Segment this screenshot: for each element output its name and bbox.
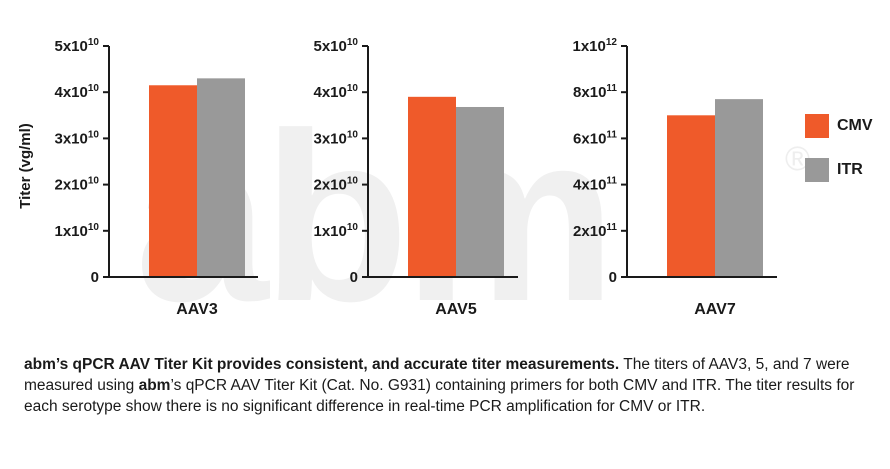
y-tick-label-aav3: 1x1010 [55,222,100,240]
y-tick-label-aav3: 4x1010 [55,83,100,101]
legend-swatch-itr [805,158,829,182]
x-category-label-aav5: AAV5 [435,301,477,318]
y-tick-label-aav7: 8x1011 [573,83,617,101]
y-tick-label-aav5: 5x1010 [314,37,359,55]
bar-aav3-cmv [149,85,197,278]
chart-legend: CMV ITR [805,112,890,200]
y-tick-label-aav7: 2x1011 [573,222,617,240]
x-category-label-aav7: AAV7 [694,301,736,318]
legend-label-itr: ITR [837,161,863,178]
y-tick-label-aav5: 3x1010 [314,129,359,147]
legend-item-itr: ITR [805,156,890,184]
y-axis-label: Titer (vg/ml) [17,123,34,209]
y-tick-label-aav7: 4x1011 [573,176,617,194]
bar-aav7-itr [715,99,763,277]
legend-swatch-cmv [805,114,829,138]
x-category-label-aav3: AAV3 [176,301,218,318]
y-tick-label-aav5: 4x1010 [314,83,359,101]
bar-aav5-itr [456,106,504,277]
bar-aav3-itr [197,78,245,277]
chart-panel-aav5: 0 1x1010 2x1010 3x1010 4x1010 5x1010 AAV5 [314,37,518,318]
titer-bar-charts: Titer (vg/ml) 0 1x1010 2x1010 3x1010 4x1010 5… [17,37,777,318]
y-tick-label-aav3: 5x1010 [55,37,100,55]
y-tick-label-aav5: 1x1010 [314,222,359,240]
figure-caption: abm’s qPCR AAV Titer Kit provides consis… [24,354,874,417]
caption-lead: abm’s qPCR AAV Titer Kit provides consis… [24,356,620,373]
bar-aav5-cmv [408,96,456,277]
y-tick-label-aav5: 2x1010 [314,176,359,194]
caption-part1: The titers of AAV3, 5, and 7 were measur… [24,356,850,394]
y-tick-label-aav7: 6x1011 [573,129,617,147]
y-tick-label-aav7: 0 [609,269,617,286]
y-tick-label-aav3: 3x1010 [55,129,100,147]
y-tick-label-aav3: 0 [91,269,99,286]
bar-aav7-cmv [667,115,715,277]
legend-item-cmv: CMV [805,112,890,140]
y-tick-label-aav7: 1x1012 [573,37,618,55]
chart-panel-aav7: 0 2x1011 4x1011 6x1011 8x1011 1x1012 AAV7 [573,37,777,318]
y-tick-label-aav5: 0 [350,269,358,286]
legend-label-cmv: CMV [837,117,873,134]
chart-panel-aav3: 0 1x1010 2x1010 3x1010 4x1010 5x1010 AAV3 [55,37,258,318]
y-tick-label-aav3: 2x1010 [55,176,100,194]
caption-brand: abm [138,377,171,394]
caption-part2: ’s qPCR AAV Titer Kit (Cat. No. G931) co… [24,377,855,415]
